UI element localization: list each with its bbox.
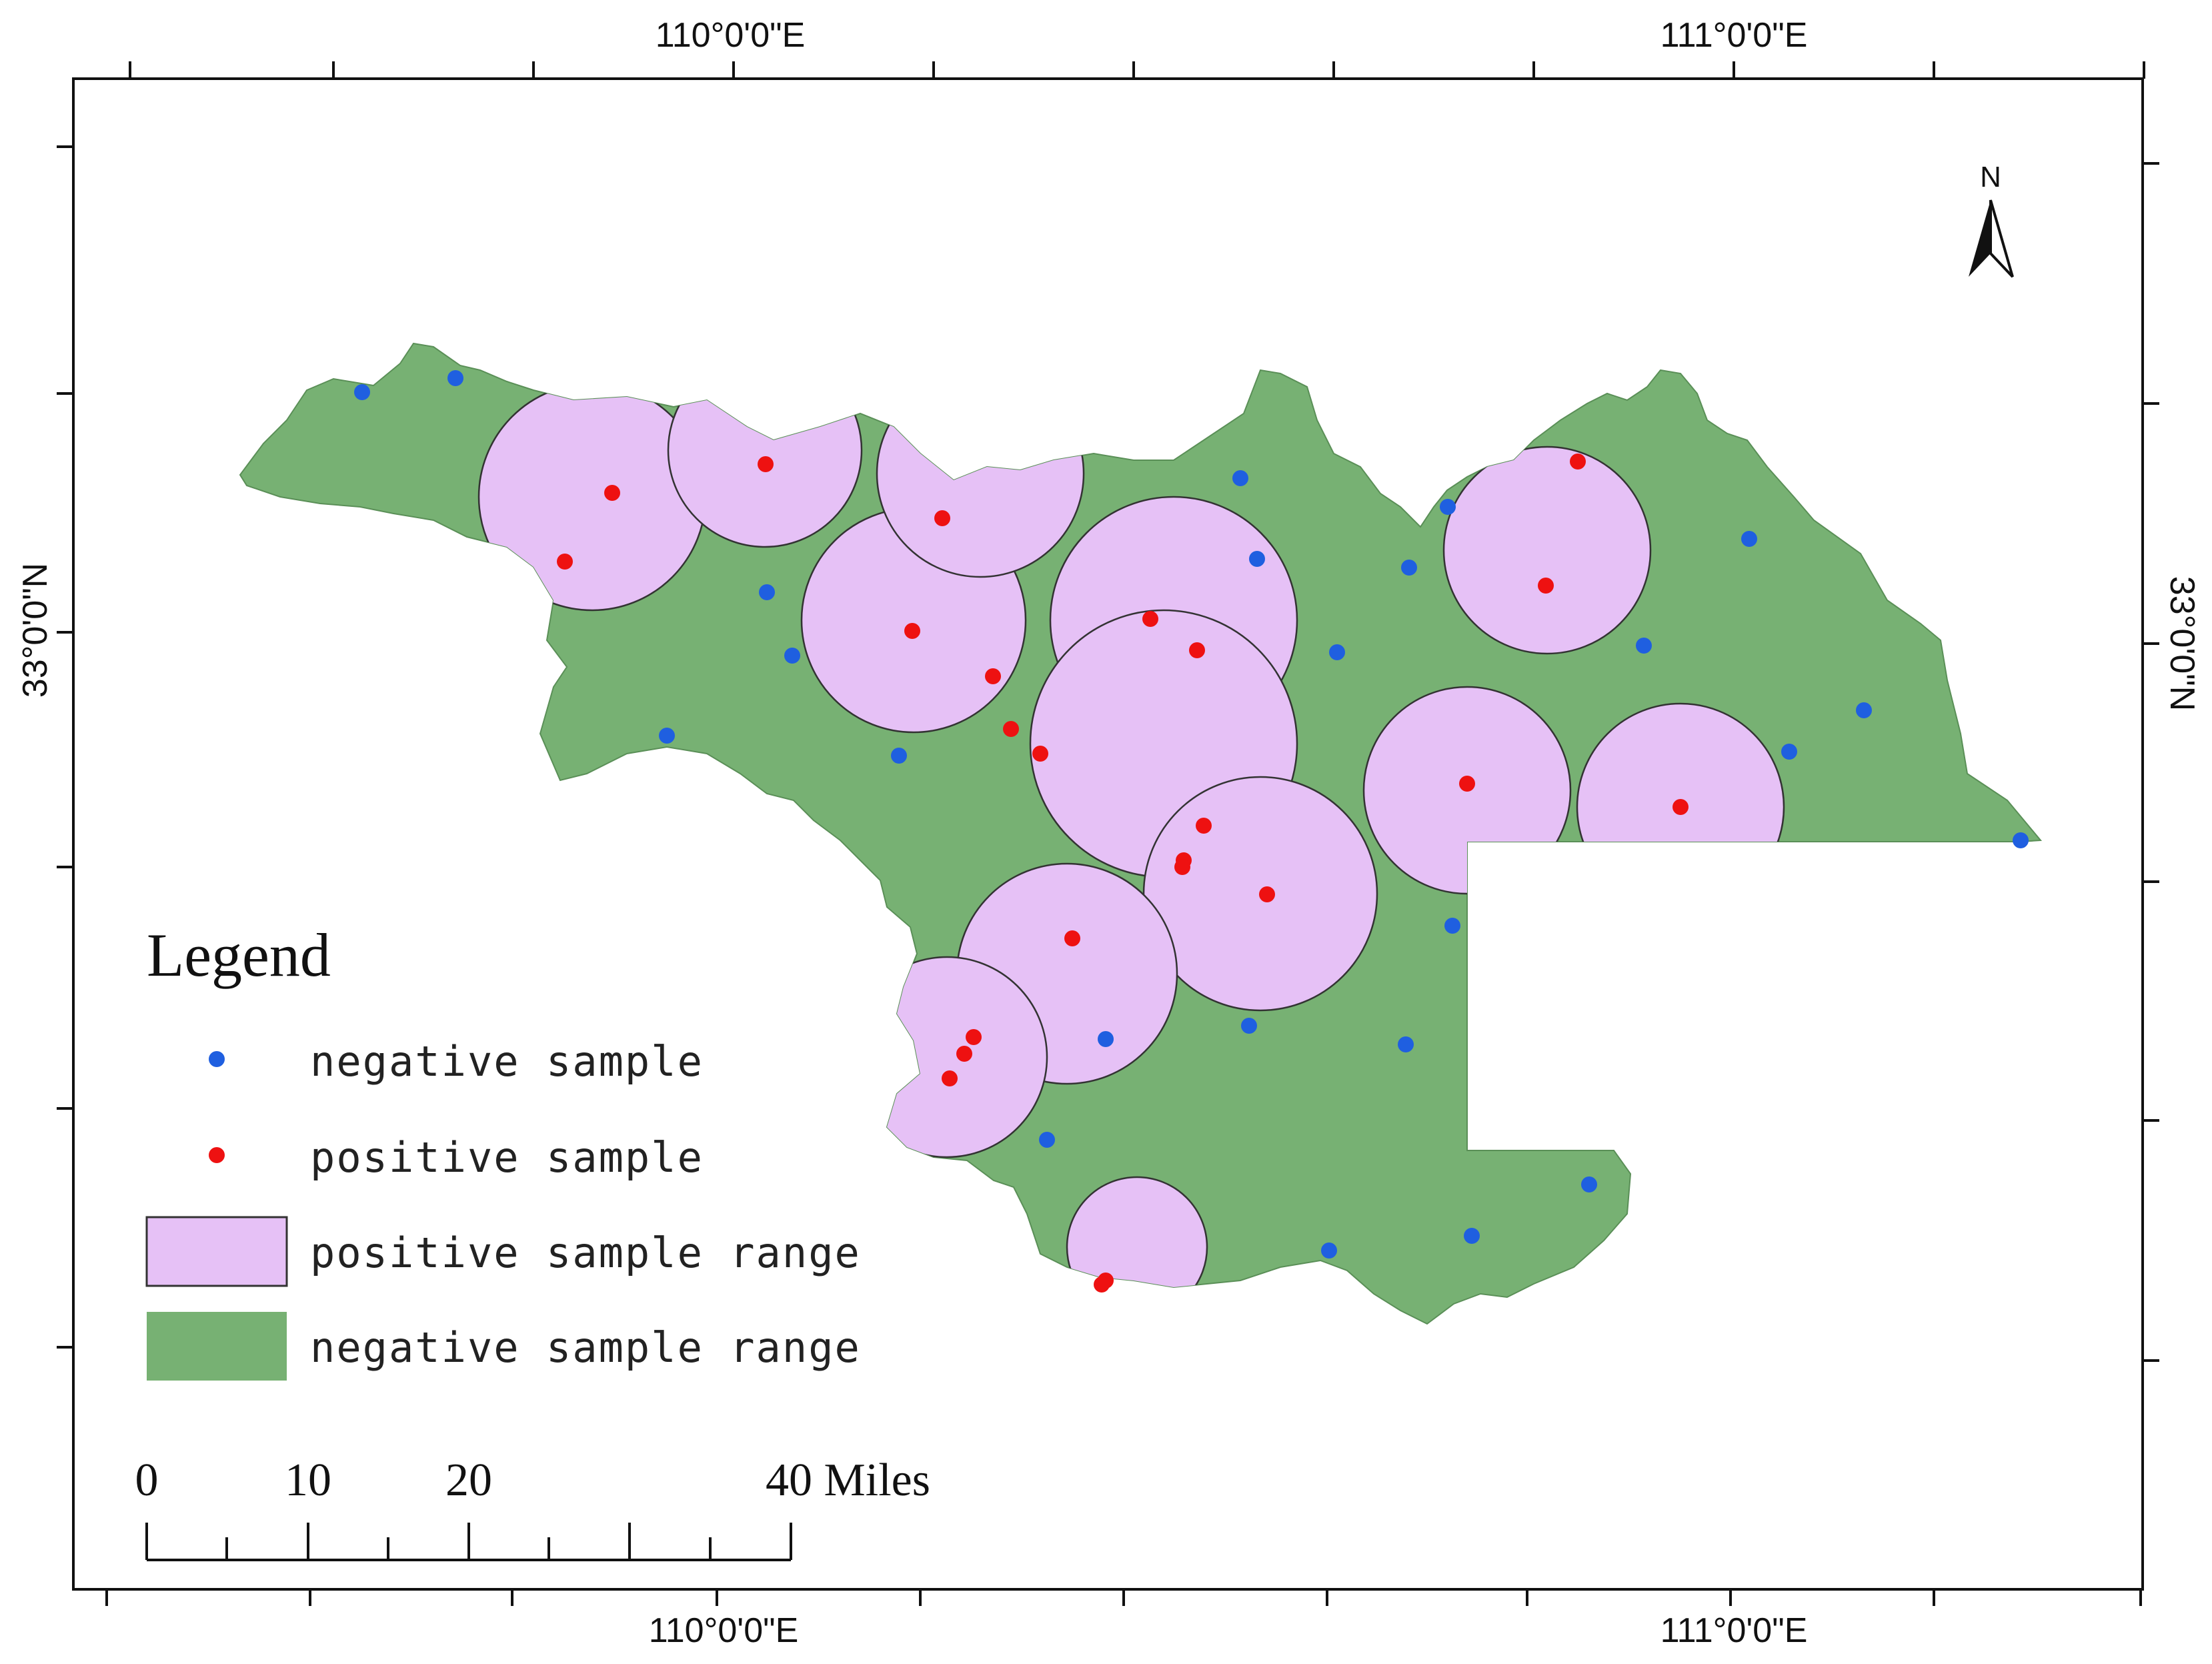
negative-sample-point — [1321, 1242, 1337, 1259]
legend-item-negative-sample-range: negative sample range — [310, 1323, 861, 1372]
negative-sample-point — [784, 648, 800, 664]
scale-label-0: 0 — [135, 1455, 159, 1506]
negative-sample-point — [1249, 551, 1265, 567]
negative-sample-point — [1440, 499, 1456, 515]
positive-sample-point — [966, 1029, 982, 1045]
legend-positive-range-swatch — [145, 1216, 288, 1287]
north-arrow-icon: N — [1969, 161, 2014, 278]
positive-sample-point — [956, 1046, 972, 1062]
north-label: N — [1980, 161, 2001, 193]
legend: Legend negative sample positive sample p… — [145, 921, 861, 1381]
bottom-longitude-label-1: 110°0'0"E — [649, 1611, 799, 1650]
negative-sample-point — [1241, 1018, 1257, 1034]
scale-bar: 0 10 20 40 Miles — [135, 1455, 930, 1561]
positive-sample-point — [1064, 930, 1080, 946]
positive-sample-point — [1174, 859, 1190, 875]
negative-sample-point — [1398, 1036, 1414, 1052]
sample-points — [354, 370, 2029, 1293]
positive-sample-point — [934, 510, 950, 526]
negative-sample-point — [1581, 1176, 1597, 1192]
negative-sample-point — [1464, 1228, 1480, 1244]
positive-sample-point — [604, 485, 620, 501]
scale-label-40-miles: 40 Miles — [766, 1455, 930, 1506]
positive-range-buffer — [1442, 446, 1652, 655]
scale-label-10: 10 — [285, 1455, 331, 1506]
positive-sample-point — [1259, 886, 1275, 902]
positive-sample-point — [1459, 776, 1475, 792]
negative-sample-point — [2013, 832, 2029, 848]
negative-sample-point — [1329, 644, 1345, 660]
negative-sample-point — [1401, 560, 1417, 576]
negative-sample-point — [891, 748, 907, 764]
graticule-ticks — [57, 61, 2159, 1606]
legend-negative-point-symbol — [209, 1051, 225, 1067]
top-longitude-label-2: 111°0'0"E — [1661, 16, 1808, 55]
negative-sample-point — [1636, 638, 1652, 654]
negative-sample-point — [1856, 702, 1872, 718]
left-latitude-label: 33°0'0"N — [16, 563, 55, 698]
negative-sample-point — [354, 384, 370, 400]
positive-sample-point — [1142, 611, 1158, 627]
negative-sample-point — [1098, 1031, 1114, 1047]
legend-item-positive-sample: positive sample — [310, 1133, 704, 1182]
negative-sample-point — [1741, 531, 1757, 547]
negative-sample-point — [1039, 1132, 1055, 1148]
positive-sample-point — [1189, 642, 1205, 658]
positive-sample-point — [758, 456, 774, 472]
positive-sample-point — [1538, 578, 1554, 594]
positive-sample-point — [1196, 818, 1212, 834]
positive-sample-point — [1094, 1277, 1110, 1293]
positive-sample-point — [1673, 799, 1689, 815]
top-longitude-label-1: 110°0'0"E — [656, 16, 806, 55]
positive-sample-point — [1003, 721, 1019, 737]
positive-sample-point — [557, 554, 573, 570]
legend-item-positive-sample-range: positive sample range — [310, 1228, 861, 1277]
scale-label-20: 20 — [445, 1455, 492, 1506]
negative-sample-point — [659, 728, 675, 744]
right-latitude-label: 33°0'0"N — [2163, 576, 2201, 711]
positive-sample-point — [1032, 746, 1048, 762]
negative-sample-point — [1444, 918, 1460, 934]
bottom-longitude-label-2: 111°0'0"E — [1661, 1611, 1808, 1650]
legend-item-negative-sample: negative sample — [310, 1037, 704, 1086]
positive-sample-point — [904, 623, 920, 639]
legend-negative-range-swatch — [147, 1312, 287, 1381]
positive-sample-point — [1570, 454, 1586, 470]
positive-sample-point — [985, 668, 1001, 684]
positive-sample-point — [942, 1070, 958, 1086]
negative-sample-point — [1232, 470, 1248, 486]
negative-sample-point — [759, 584, 775, 600]
negative-sample-point — [447, 370, 463, 386]
negative-sample-point — [1781, 744, 1797, 760]
legend-positive-point-symbol — [209, 1147, 225, 1163]
legend-title: Legend — [147, 921, 331, 989]
